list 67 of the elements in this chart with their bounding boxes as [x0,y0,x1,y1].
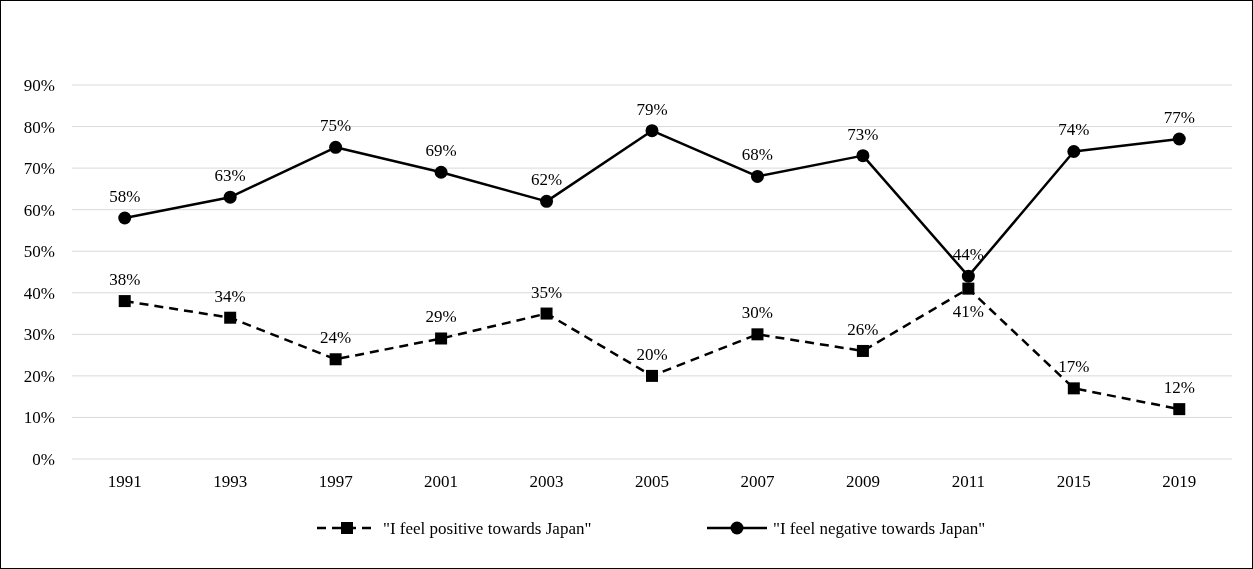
y-tick-label: 80% [23,117,55,137]
point [646,369,658,382]
y-tick-label: 50% [23,242,55,262]
y-tick-label: 30% [23,325,55,345]
data-label: 26% [847,319,879,339]
y-tick-label: 40% [23,283,55,303]
point [750,169,764,183]
data-label: 69% [425,141,457,161]
y-tick-label: 70% [23,159,55,179]
point [224,311,237,324]
x-tick-label: 2011 [951,472,986,491]
y-tick-label: 10% [23,408,55,428]
x-tick-label: 1993 [213,472,248,491]
data-label: 75% [320,116,352,136]
legend-label: "I feel negative towards Japan" [773,518,986,538]
y-tick-label: 20% [23,366,55,386]
data-label: 74% [1058,120,1090,140]
point [962,282,975,295]
point [1067,382,1080,395]
point [540,307,553,320]
data-label: 68% [741,145,774,165]
x-tick-label: 1991 [107,472,142,491]
data-label: 73% [847,124,879,144]
point [435,332,448,345]
point [751,328,764,341]
legend-label: "I feel positive towards Japan" [383,518,592,538]
point [118,211,132,225]
point [329,140,343,154]
x-tick-label: 2005 [635,472,669,491]
data-label: 41% [952,301,984,321]
data-label: 29% [425,307,457,327]
data-label: 77% [1163,108,1195,128]
data-label: 44% [952,245,984,265]
x-tick-label: 2009 [845,472,880,491]
point [540,194,554,208]
point [856,344,869,357]
x-tick-label: 2003 [529,472,564,491]
point [961,269,975,283]
x-tick-label: 2007 [740,472,775,491]
data-label: 30% [741,303,774,323]
point [434,165,448,179]
y-tick-label: 0% [32,449,55,469]
x-tick-label: 2019 [1162,472,1197,491]
point [1172,132,1186,146]
point [329,353,342,366]
data-label: 63% [214,166,246,186]
x-tick-label: 2015 [1056,472,1091,491]
data-label: 38% [109,270,141,290]
point [856,149,870,163]
data-label: 17% [1058,357,1090,377]
data-label: 24% [320,328,352,348]
data-label: 62% [530,170,563,190]
data-label: 20% [636,344,668,364]
data-label: 34% [214,286,246,306]
point [645,124,659,138]
point [1067,144,1081,158]
point [118,295,131,308]
point [1173,403,1186,416]
x-tick-label: 1997 [318,472,354,491]
data-label: 12% [1163,378,1195,398]
x-tick-label: 2001 [424,472,459,491]
y-tick-label: 90% [23,75,55,95]
y-tick-label: 60% [23,200,55,220]
data-label: 79% [636,99,668,119]
data-label: 58% [109,186,141,206]
point [223,190,237,204]
data-label: 35% [530,282,563,302]
